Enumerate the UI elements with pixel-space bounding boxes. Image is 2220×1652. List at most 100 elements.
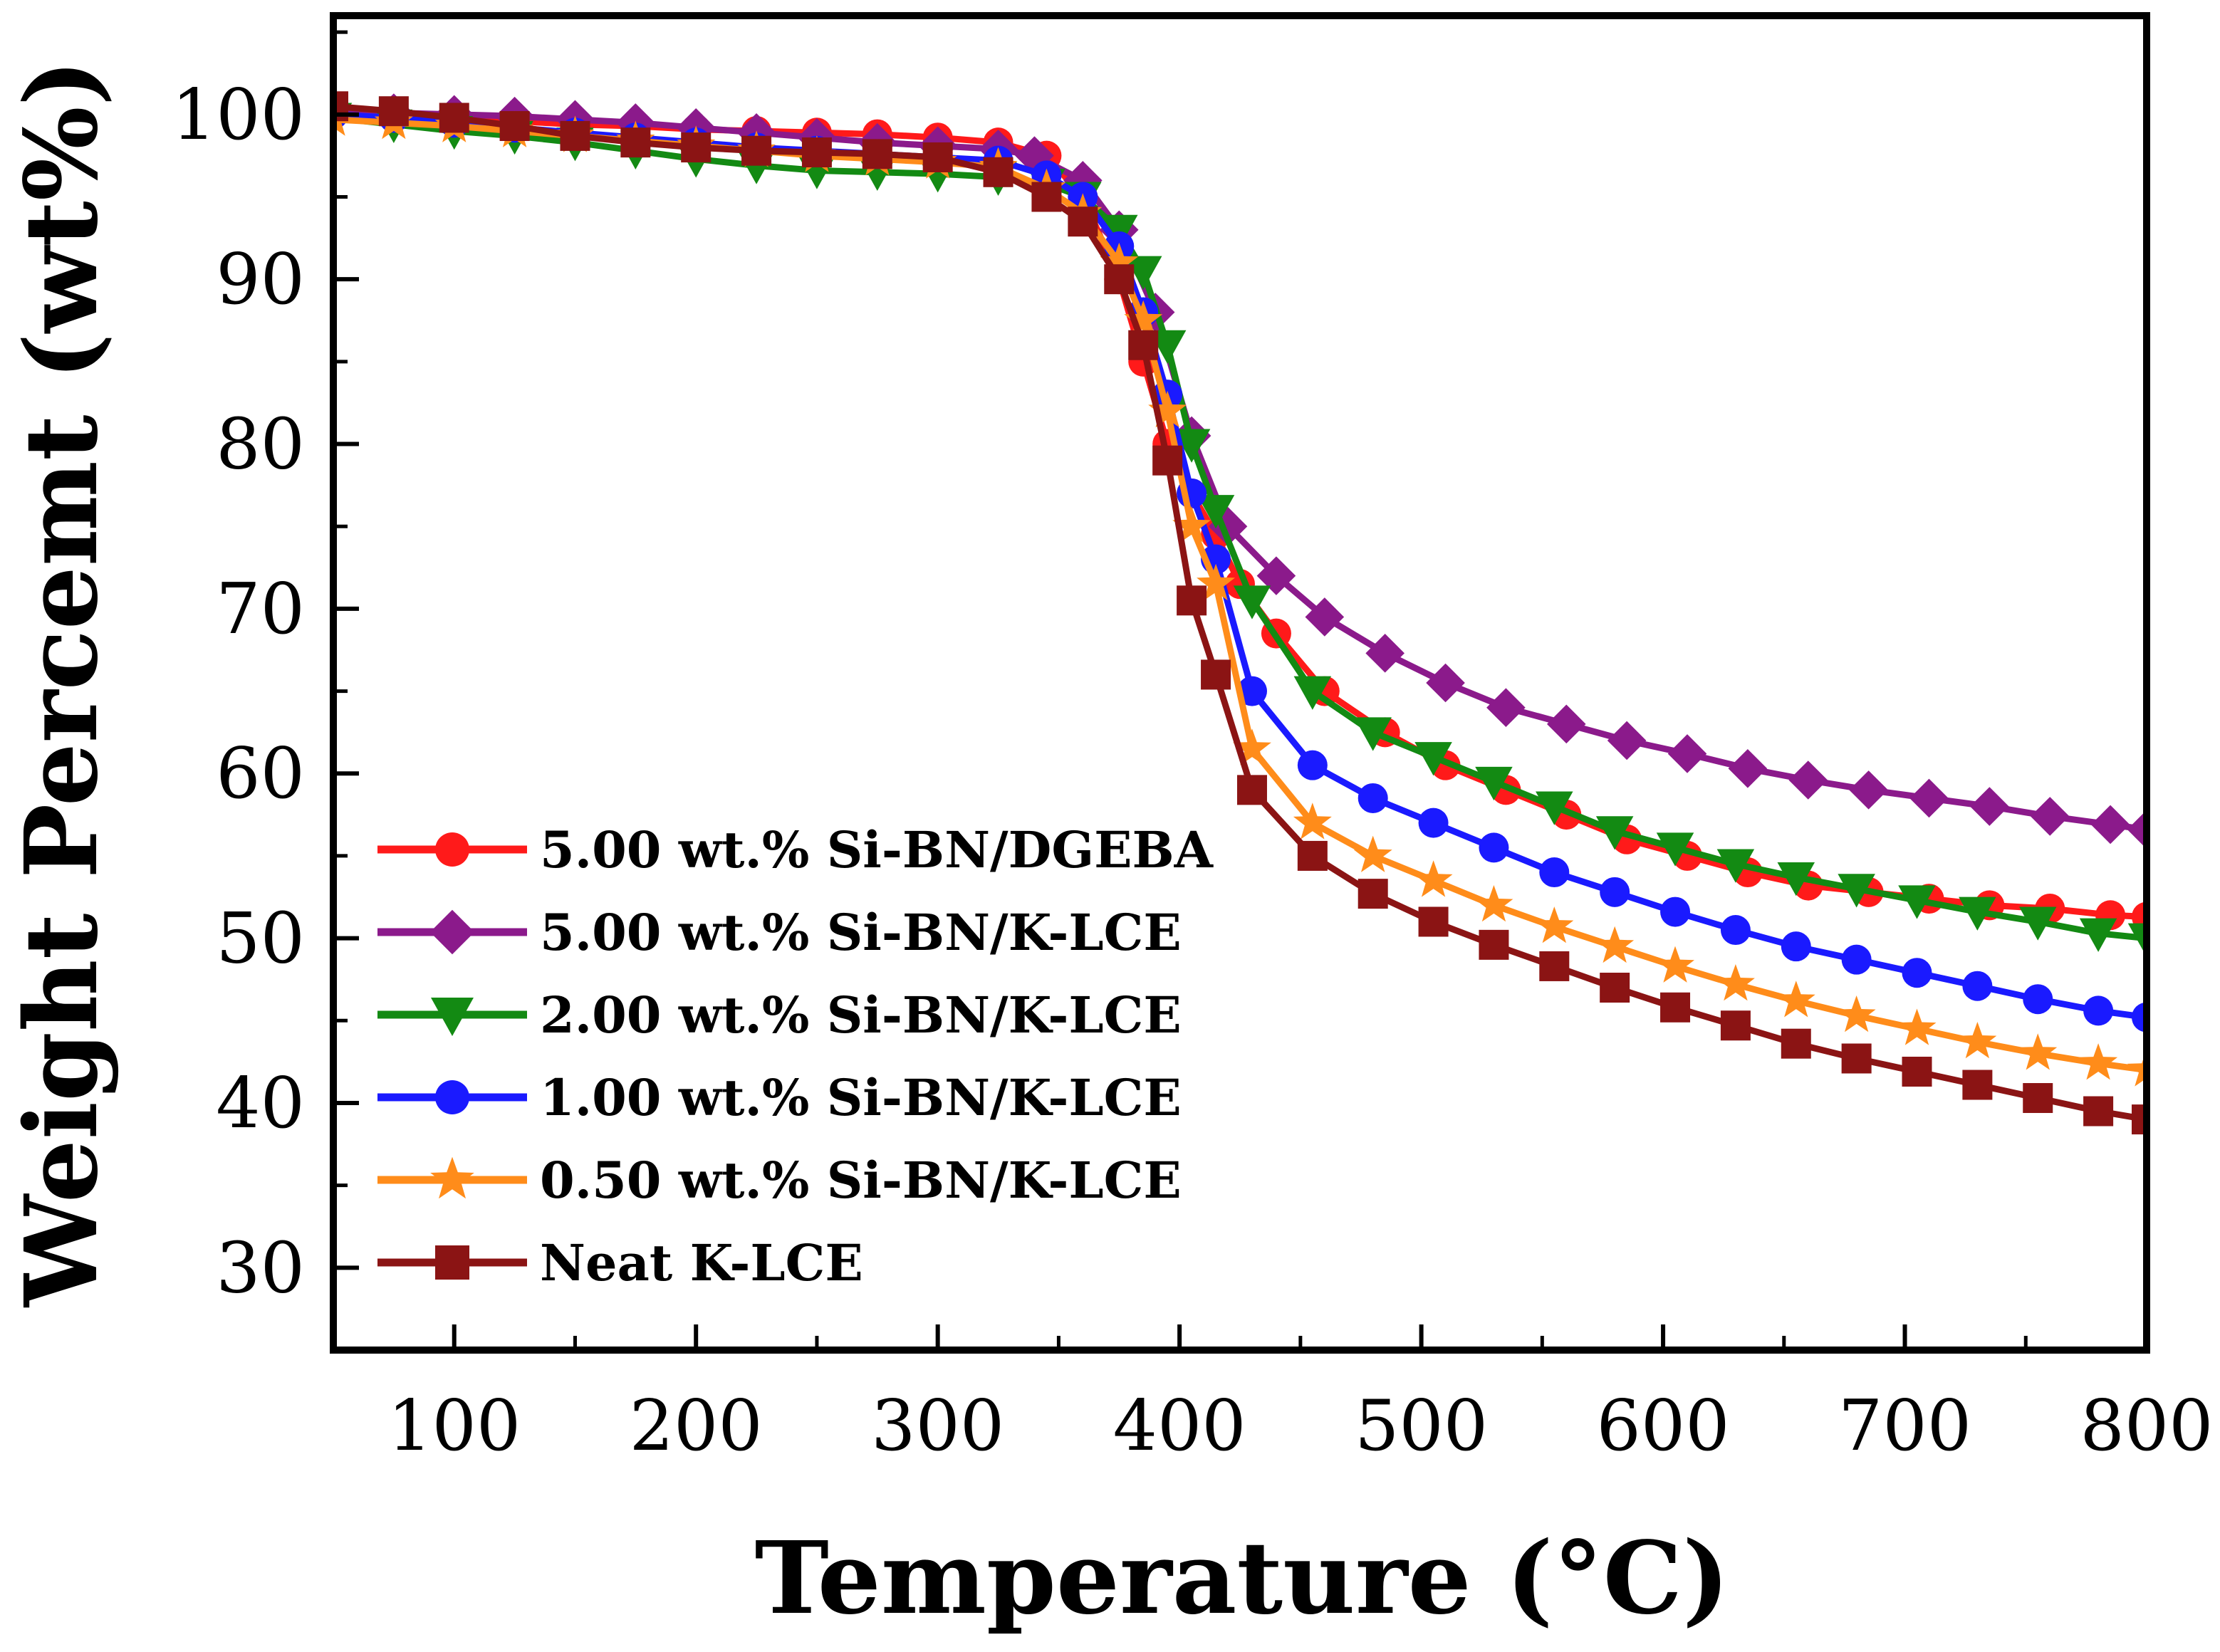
legend-label-5: Neat K-LCE: [540, 1233, 863, 1292]
data-point-3-34: [2132, 1002, 2147, 1032]
data-point-2-26: [1656, 832, 1694, 867]
data-point-3-26: [1660, 896, 1691, 927]
y-axis-title: Weight Percemt (wt%): [4, 59, 120, 1308]
series-0: [333, 96, 2147, 932]
series-line-5: [333, 103, 2147, 1123]
data-point-5-16: [1152, 445, 1183, 476]
data-point-2-33: [2079, 918, 2117, 952]
data-point-2-23: [1475, 766, 1513, 801]
data-point-5-34: [2132, 1104, 2147, 1135]
data-point-4-14: [1100, 242, 1139, 279]
data-point-5-5: [620, 127, 651, 158]
data-point-4-20: [1293, 803, 1332, 840]
data-point-4-28: [1776, 981, 1815, 1018]
series-1: [333, 91, 2147, 849]
x-axis-title-text: Temperature: [755, 1520, 1471, 1637]
data-point-2-34: [2127, 923, 2147, 957]
x-tick-label-7: 800: [2080, 1386, 2213, 1467]
data-point-3-31: [1962, 971, 1993, 1001]
data-point-5-29: [1841, 1043, 1872, 1074]
data-point-5-6: [681, 132, 712, 163]
x-tick-label-3: 400: [1113, 1386, 1246, 1467]
data-point-1-21: [1426, 663, 1465, 703]
data-point-1-18: [1256, 556, 1296, 595]
series-line-1: [333, 108, 2147, 833]
data-point-2-22: [1414, 742, 1452, 776]
data-point-2-24: [1536, 791, 1573, 825]
data-point-5-27: [1720, 1010, 1751, 1041]
legend-label-1: 5.00 wt.% Si-BN/K-LCE: [540, 903, 1182, 962]
legend-marker-5: [435, 1245, 469, 1280]
data-point-1-32: [2090, 805, 2130, 845]
legend-label-3: 1.00 wt.% Si-BN/K-LCE: [540, 1068, 1182, 1127]
data-point-1-31: [2030, 797, 2070, 836]
data-point-1-19: [1305, 597, 1345, 637]
data-point-5-1: [378, 96, 409, 127]
data-point-3-23: [1479, 832, 1509, 863]
series-layer: [333, 91, 2147, 1135]
data-point-4-23: [1474, 885, 1513, 922]
x-tick-label-4: 500: [1355, 1386, 1488, 1467]
data-point-4-32: [2018, 1033, 2058, 1070]
x-tick-labels: 100 200 300 400 500 600 700 800: [387, 1386, 2213, 1467]
data-point-1-24: [1607, 721, 1647, 760]
y-tick-label-5: 80: [216, 404, 305, 486]
data-point-1-27: [1788, 760, 1828, 800]
data-point-3-30: [1902, 958, 1932, 988]
data-point-4-33: [2079, 1043, 2118, 1080]
data-point-5-22: [1418, 906, 1449, 937]
y-tick-labels: 30 40 50 60 70 80 90 100: [172, 75, 305, 1309]
legend-item-1: 5.00 wt.% Si-BN/K-LCE: [377, 903, 1182, 962]
data-point-5-32: [2023, 1083, 2053, 1114]
data-point-5-8: [801, 137, 832, 168]
data-point-4-16: [1148, 390, 1187, 428]
legend-item-5: Neat K-LCE: [377, 1233, 863, 1292]
data-point-5-12: [1031, 182, 1062, 212]
legend-label-4: 0.50 wt.% Si-BN/K-LCE: [540, 1151, 1182, 1210]
legend-marker-3: [435, 1080, 469, 1114]
data-point-5-24: [1539, 951, 1570, 981]
legend-marker-2: [431, 998, 474, 1036]
data-point-1-29: [1909, 778, 1949, 818]
data-point-2-17: [1172, 429, 1211, 463]
data-point-4-22: [1414, 860, 1453, 897]
data-point-3-28: [1781, 931, 1811, 962]
data-point-3-20: [1297, 750, 1328, 780]
data-point-5-4: [560, 120, 590, 151]
data-point-2-20: [1293, 676, 1332, 710]
data-point-3-27: [1720, 915, 1751, 946]
data-point-4-31: [1958, 1022, 1997, 1059]
data-point-3-19: [1236, 676, 1267, 706]
data-point-5-33: [2083, 1096, 2114, 1126]
y-tick-label-4: 70: [216, 569, 305, 650]
data-point-3-33: [2083, 995, 2114, 1026]
x-tick-label-0: 100: [387, 1386, 521, 1467]
x-tick-label-5: 600: [1597, 1386, 1730, 1467]
data-point-4-25: [1595, 926, 1635, 963]
data-point-2-21: [1354, 717, 1392, 751]
data-point-1-20: [1365, 634, 1405, 673]
data-point-5-9: [862, 139, 892, 169]
data-point-2-18: [1197, 495, 1235, 529]
data-point-5-18: [1201, 659, 1231, 690]
y-tick-label-6: 90: [216, 239, 305, 320]
data-point-1-28: [1849, 770, 1888, 810]
data-point-5-20: [1297, 840, 1328, 871]
data-point-2-31: [1959, 896, 1996, 931]
series-5: [333, 91, 2147, 1135]
data-point-2-25: [1595, 816, 1634, 850]
data-point-5-19: [1236, 775, 1267, 805]
data-point-5-15: [1128, 330, 1159, 360]
data-point-5-28: [1781, 1028, 1811, 1059]
data-point-3-22: [1418, 807, 1449, 838]
data-point-3-32: [2023, 984, 2053, 1015]
data-point-2-29: [1838, 874, 1875, 908]
data-point-1-33: [2127, 810, 2147, 849]
data-point-5-21: [1357, 879, 1388, 909]
data-point-5-31: [1962, 1070, 1993, 1100]
data-point-5-23: [1479, 929, 1509, 960]
data-point-3-24: [1539, 857, 1570, 888]
legend-label-2: 2.00 wt.% Si-BN/K-LCE: [540, 986, 1182, 1045]
data-point-5-3: [499, 111, 530, 142]
y-tick-label-1: 40: [216, 1063, 305, 1144]
